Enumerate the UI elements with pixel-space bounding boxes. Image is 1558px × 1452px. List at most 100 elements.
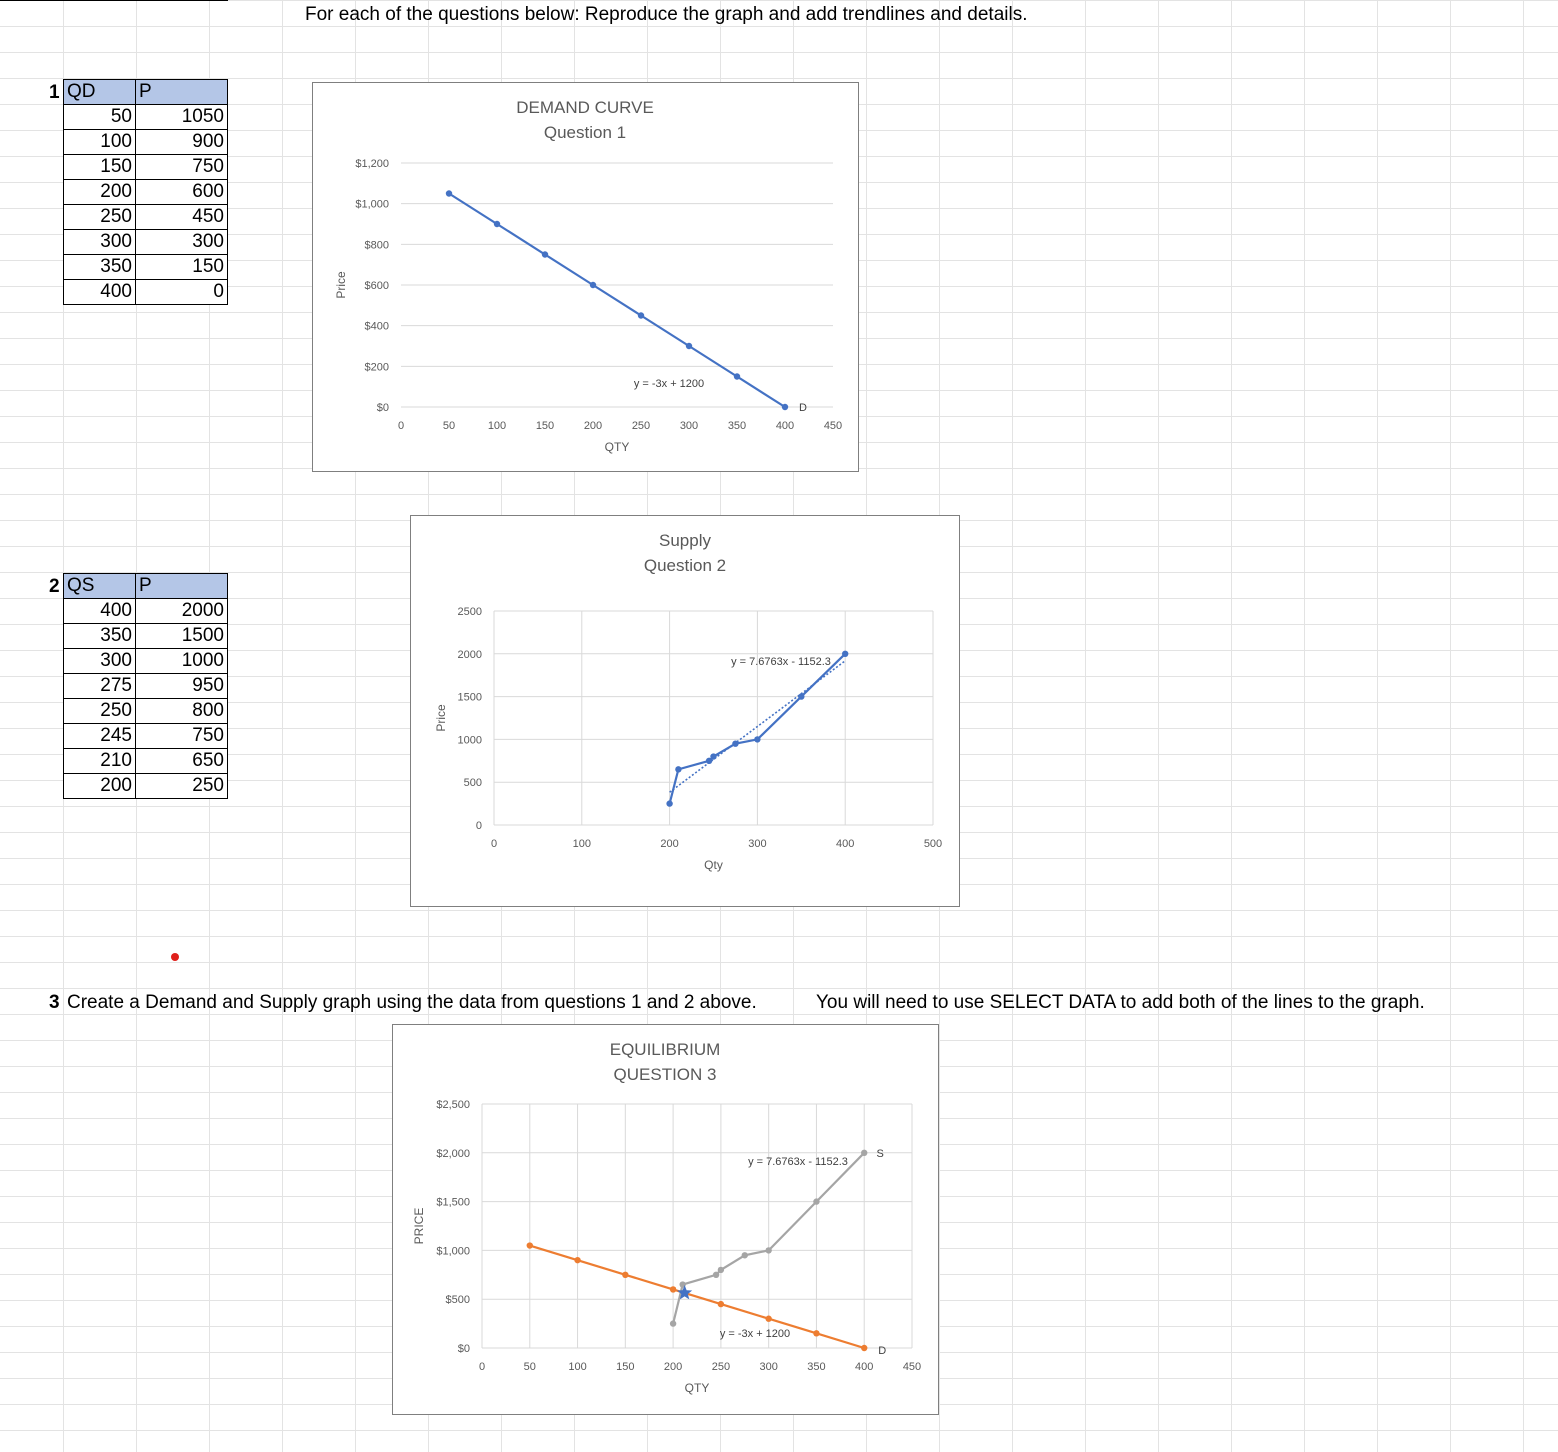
demand-series-point bbox=[765, 1315, 772, 1322]
demand-curve-chart[interactable]: DEMAND CURVE Question 1 $0 $200 $400 $600 $800… bbox=[312, 82, 859, 472]
table-cell[interactable]: 400 bbox=[63, 598, 136, 624]
table-cell[interactable]: 250 bbox=[63, 204, 136, 230]
x-axis-label: QTY bbox=[685, 1381, 710, 1395]
table-cell[interactable]: 250 bbox=[135, 773, 228, 799]
x-tick-label: 300 bbox=[759, 1361, 777, 1373]
table-cell[interactable]: 150 bbox=[63, 154, 136, 180]
table-cell[interactable]: 650 bbox=[135, 748, 228, 774]
x-tick-label: 0 bbox=[398, 420, 404, 432]
x-tick-label: 200 bbox=[664, 1361, 682, 1373]
table-cell[interactable]: 1050 bbox=[135, 104, 228, 130]
supply-table-header-p[interactable]: P bbox=[135, 573, 228, 599]
select-data-note: You will need to use SELECT DATA to add … bbox=[816, 992, 1425, 1013]
question-3-number: 3 bbox=[49, 992, 60, 1013]
x-tick-label: 400 bbox=[836, 838, 854, 850]
demand-series-point bbox=[637, 312, 645, 319]
table-cell[interactable]: 300 bbox=[63, 648, 136, 674]
x-axis-label: Qty bbox=[704, 858, 723, 872]
chart-subtitle: QUESTION 3 bbox=[614, 1065, 717, 1084]
y-tick-label: $1,200 bbox=[355, 158, 389, 170]
demand-series-label: D bbox=[878, 1345, 886, 1357]
y-tick-label: $2,000 bbox=[436, 1148, 470, 1160]
demand-series-point bbox=[717, 1300, 725, 1308]
supply-series-point bbox=[754, 736, 761, 743]
supply-series-point bbox=[710, 753, 717, 760]
instructions-text: For each of the questions below: Reprodu… bbox=[305, 4, 1028, 25]
table-cell[interactable]: 100 bbox=[63, 129, 136, 155]
supply-series-line bbox=[672, 1152, 866, 1324]
y-tick-label: 2500 bbox=[458, 606, 482, 618]
table-cell[interactable]: 210 bbox=[63, 748, 136, 774]
y-tick-label: $1,000 bbox=[436, 1245, 470, 1257]
y-tick-label: 1000 bbox=[458, 734, 482, 746]
y-tick-label: $500 bbox=[446, 1294, 470, 1306]
y-tick-label: $1,500 bbox=[436, 1197, 470, 1209]
y-tick-label: 1500 bbox=[458, 692, 482, 704]
table-cell[interactable]: 950 bbox=[135, 673, 228, 699]
x-axis-label: QTY bbox=[605, 440, 630, 454]
table-cell[interactable]: 0 bbox=[135, 279, 228, 305]
table-cell[interactable]: 1500 bbox=[135, 623, 228, 649]
x-tick-label: 100 bbox=[568, 1361, 586, 1373]
x-tick-label: 350 bbox=[807, 1361, 825, 1373]
table-cell[interactable]: 600 bbox=[135, 179, 228, 205]
equilibrium-star-icon bbox=[677, 1285, 693, 1300]
y-tick-label: 0 bbox=[476, 820, 482, 832]
demand-series-point bbox=[813, 1330, 820, 1337]
x-tick-label: 200 bbox=[584, 420, 602, 432]
supply-chart-svg: Supply Question 2 0 500 1000 1500 2000 2500 0 100… bbox=[434, 531, 942, 872]
supply-series-label: S bbox=[877, 1148, 884, 1160]
supply-series-point bbox=[741, 1252, 748, 1259]
supply-series-point bbox=[666, 800, 673, 807]
chart-title: DEMAND CURVE bbox=[516, 98, 654, 117]
table-cell[interactable]: 400 bbox=[63, 279, 136, 305]
demand-series-point bbox=[622, 1271, 629, 1278]
supply-series-line bbox=[668, 653, 846, 804]
supply-table-header-qs[interactable]: QS bbox=[63, 573, 136, 599]
x-tick-label: 50 bbox=[524, 1361, 536, 1373]
table-cell[interactable]: 750 bbox=[135, 154, 228, 180]
equilibrium-chart-svg: EQUILIBRIUM QUESTION 3 $0 $500 $1,000 $1,500 $… bbox=[412, 1040, 921, 1395]
table-cell[interactable]: 300 bbox=[135, 229, 228, 255]
red-dot-marker bbox=[171, 953, 179, 961]
question-2-number: 2 bbox=[49, 576, 60, 597]
table-cell[interactable]: 900 bbox=[135, 129, 228, 155]
table-cell[interactable]: 350 bbox=[63, 254, 136, 280]
y-tick-label: $600 bbox=[365, 280, 389, 292]
x-tick-label: 100 bbox=[488, 420, 506, 432]
supply-series-point bbox=[813, 1198, 820, 1205]
table-cell[interactable]: 250 bbox=[63, 698, 136, 724]
demand-table-header-qd[interactable]: QD bbox=[63, 79, 136, 105]
table-cell[interactable]: 350 bbox=[63, 623, 136, 649]
table-cell[interactable]: 2000 bbox=[135, 598, 228, 624]
equilibrium-chart[interactable]: EQUILIBRIUM QUESTION 3 $0 $500 $1,000 $1,500 $… bbox=[392, 1024, 939, 1415]
question-3-text: Create a Demand and Supply graph using t… bbox=[67, 992, 757, 1013]
supply-trendline bbox=[669, 660, 846, 793]
table-cell[interactable]: 200 bbox=[63, 179, 136, 205]
demand-series-point bbox=[685, 342, 693, 350]
table-cell[interactable]: 50 bbox=[63, 104, 136, 130]
table-cell[interactable]: 245 bbox=[63, 723, 136, 749]
demand-series-point bbox=[526, 1242, 533, 1249]
x-tick-label: 250 bbox=[632, 420, 650, 432]
y-tick-label: 2000 bbox=[458, 649, 482, 661]
x-tick-label: 0 bbox=[491, 838, 497, 850]
table-cell[interactable]: 800 bbox=[135, 698, 228, 724]
y-tick-label: $0 bbox=[377, 402, 389, 414]
chart-title: EQUILIBRIUM bbox=[610, 1040, 721, 1059]
demand-series-line bbox=[448, 192, 786, 408]
x-tick-label: 300 bbox=[680, 420, 698, 432]
table-cell[interactable]: 150 bbox=[135, 254, 228, 280]
demand-chart-svg: DEMAND CURVE Question 1 $0 $200 $400 $600 $800… bbox=[334, 98, 842, 454]
table-cell[interactable]: 750 bbox=[135, 723, 228, 749]
supply-chart[interactable]: Supply Question 2 0 500 1000 1500 2000 2500 0 100… bbox=[410, 515, 960, 907]
x-tick-label: 200 bbox=[660, 838, 678, 850]
table-cell[interactable]: 200 bbox=[63, 773, 136, 799]
demand-table-header-p[interactable]: P bbox=[135, 79, 228, 105]
table-cell[interactable]: 450 bbox=[135, 204, 228, 230]
table-cell[interactable]: 300 bbox=[63, 229, 136, 255]
supply-series-point bbox=[717, 1266, 725, 1274]
table-cell[interactable]: 1000 bbox=[135, 648, 228, 674]
table-cell[interactable]: 275 bbox=[63, 673, 136, 699]
y-axis-label: Price bbox=[434, 704, 448, 732]
